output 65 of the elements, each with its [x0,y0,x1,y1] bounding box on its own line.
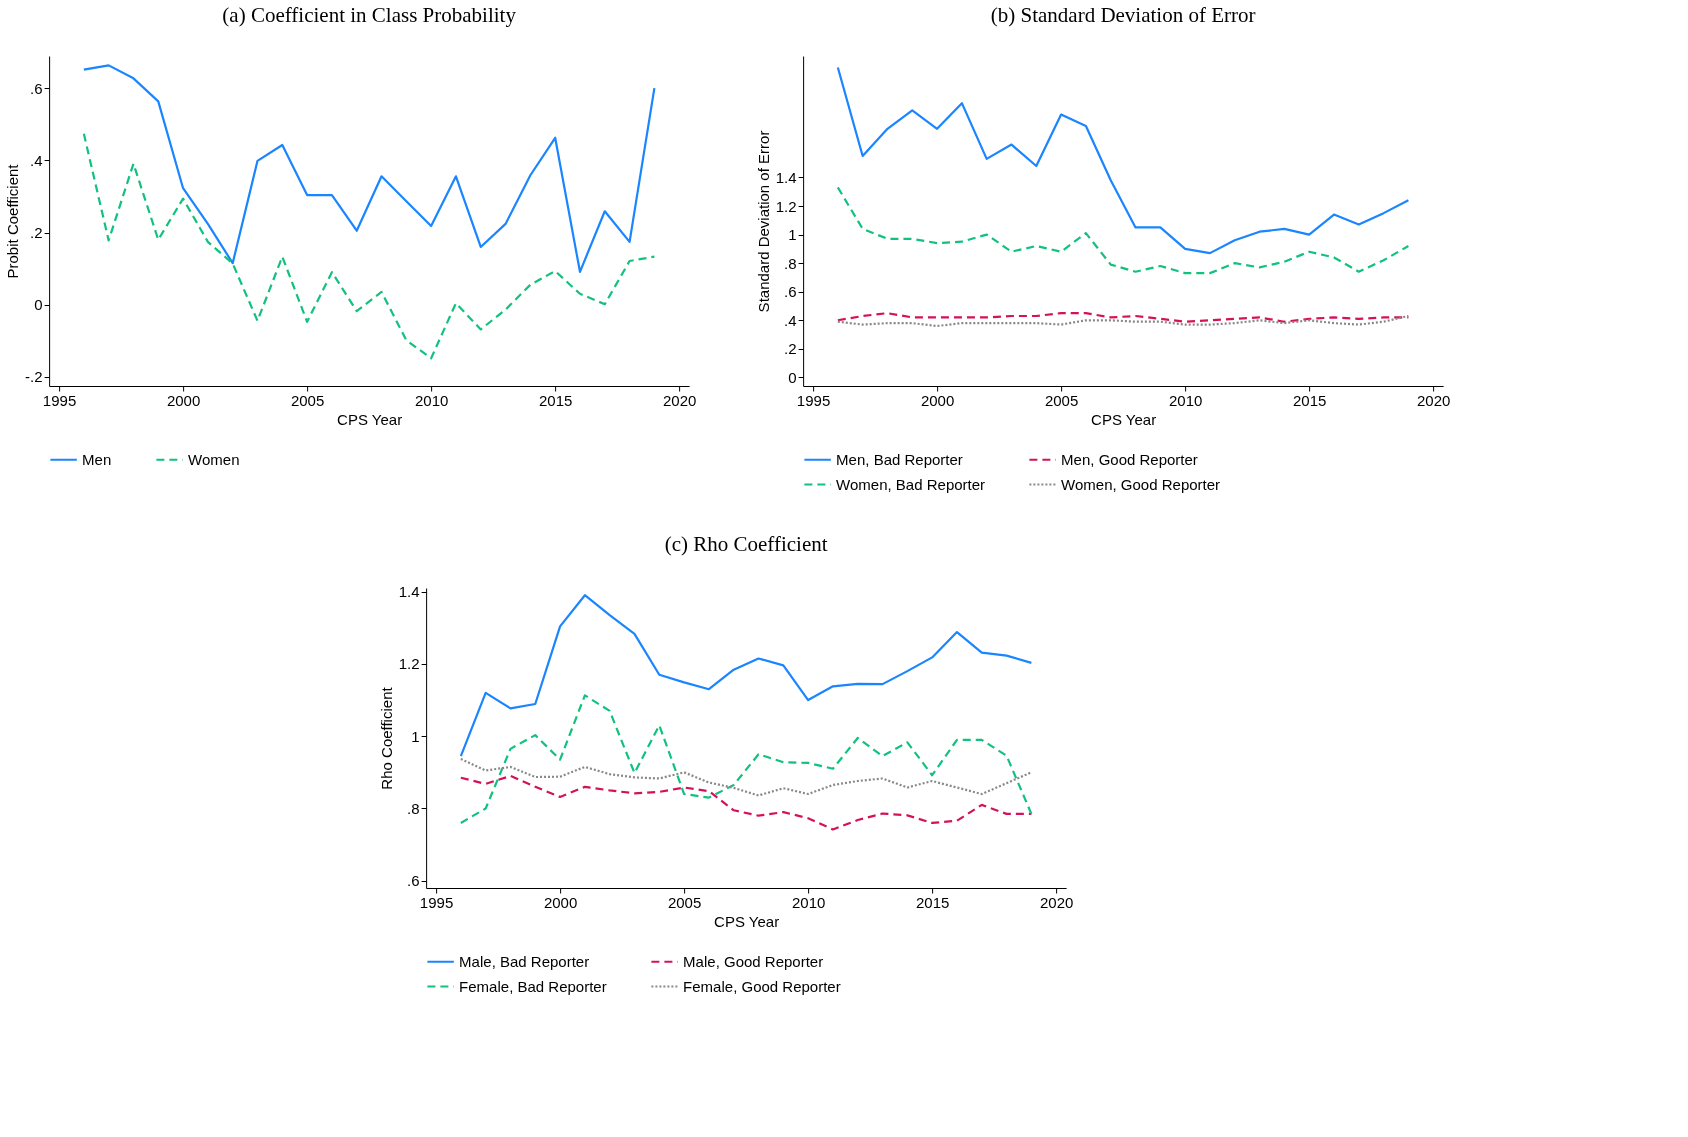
y-tick-label: 1.2 [398,655,420,673]
legend-label: Male, Bad Reporter [459,952,590,970]
y-tick-label: .4 [784,311,797,329]
x-axis-title: CPS Year [714,912,780,930]
x-tick-label: 2000 [543,893,578,911]
x-axis-title: CPS Year [1091,410,1157,428]
x-axis-title: CPS Year [337,410,403,428]
x-tick-label: 2005 [667,893,702,911]
x-tick-label: 2005 [290,391,325,409]
chart-title: (c) Rho Coefficient [664,531,828,556]
chart-title: (a) Coefficient in Class Probability [222,3,517,27]
legend-label: Women [188,450,240,468]
y-tick-label: .6 [407,872,420,890]
line-series [836,312,1410,323]
y-tick-label: .8 [784,254,797,272]
y-tick-label: .6 [30,79,43,97]
y-tick-label: 0 [34,296,43,314]
x-tick-label: 2010 [414,391,449,409]
y-tick-label: 1 [788,226,797,244]
legend-label: Women, Bad Reporter [836,475,986,493]
line-series [459,757,1033,797]
y-tick-label: .2 [784,340,797,358]
line-series [459,694,1033,825]
x-tick-label: 2020 [1040,893,1074,911]
legend-label: Men, Bad Reporter [836,450,963,468]
x-tick-label: 1995 [42,391,77,409]
x-tick-label: 2005 [1044,391,1079,409]
x-tick-label: 2000 [166,391,201,409]
y-axis-title: Rho Coefficient [377,686,395,790]
x-tick-label: 2020 [663,391,697,409]
x-tick-label: 2020 [1417,391,1451,409]
line-series [82,64,656,273]
x-tick-label: 2015 [1292,391,1327,409]
y-tick-label: 1.4 [398,583,420,601]
y-tick-label: 1.2 [775,197,797,215]
y-tick-label: 1.4 [775,168,797,186]
legend-label: Female, Good Reporter [683,977,841,995]
line-series [836,314,1410,328]
line-series [836,66,1410,255]
x-tick-label: 1995 [796,391,831,409]
legend-label: Men [82,450,112,468]
legend-label: Female, Bad Reporter [459,977,607,995]
y-axis-title: Standard Deviation of Error [754,130,772,313]
y-tick-label: -.2 [25,368,43,386]
y-tick-label: 0 [788,368,797,386]
x-tick-label: 2000 [920,391,955,409]
y-tick-label: .4 [30,151,43,169]
y-axis-title: Probit Coefficient [4,163,22,279]
chart-title: (b) Standard Deviation of Error [990,3,1256,27]
line-series [459,774,1033,831]
x-tick-label: 2015 [915,893,950,911]
y-tick-label: 1 [411,727,420,745]
y-tick-label: .2 [30,224,43,242]
line-series [459,594,1033,758]
y-tick-label: .8 [407,799,420,817]
x-tick-label: 2010 [1168,391,1203,409]
line-series [82,132,656,360]
line-series [836,186,1410,275]
legend-label: Women, Good Reporter [1061,475,1221,493]
x-tick-label: 2010 [791,893,826,911]
y-tick-label: .6 [784,283,797,301]
x-tick-label: 1995 [419,893,454,911]
legend-label: Men, Good Reporter [1061,450,1198,468]
legend-label: Male, Good Reporter [683,952,824,970]
x-tick-label: 2015 [538,391,573,409]
